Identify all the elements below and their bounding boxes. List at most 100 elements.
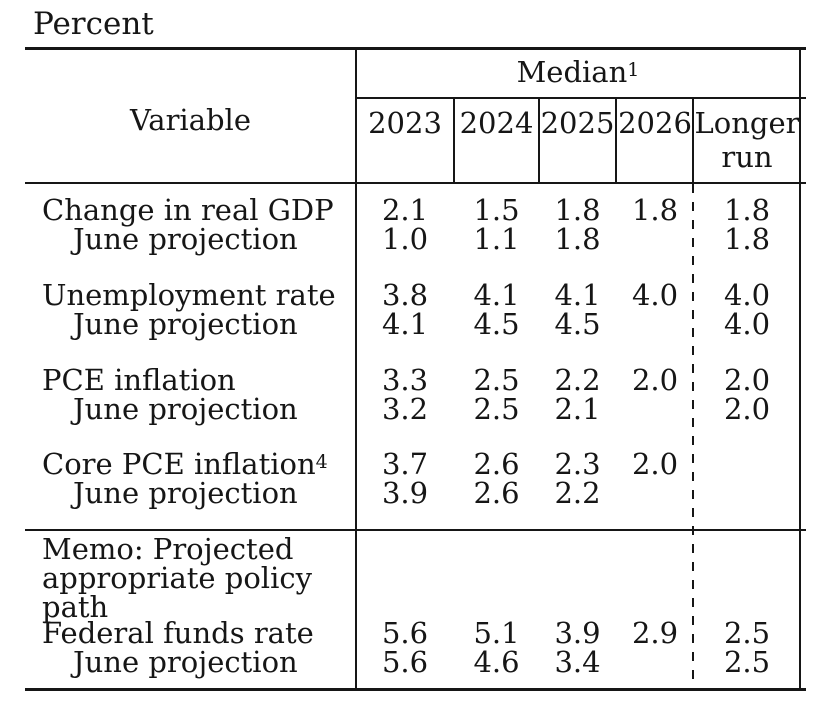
row-label: June projection [73, 645, 298, 679]
cell-2023: 3.2 [381, 392, 429, 426]
variable-column-header: Variable [130, 103, 251, 137]
table-row-core-pce-inflation-june: June projection 3.9 2.6 2.2 [25, 479, 800, 508]
cell-2023: 4.1 [381, 307, 429, 341]
cell-2025: 3.4 [554, 645, 601, 679]
cell-2023: 3.7 [381, 447, 429, 481]
table-right-border [799, 47, 801, 691]
memo-label-line1: Memo: Projected [42, 532, 294, 566]
header-divider-2025-2026 [615, 97, 617, 184]
cell-2024: 2.6 [473, 476, 520, 510]
cell-2023: 1.0 [381, 222, 429, 256]
cell-2025: 2.1 [554, 392, 601, 426]
median-underline-rule [355, 97, 806, 99]
table-row-unemployment-june: June projection 4.1 4.5 4.5 4.0 [25, 310, 800, 339]
cell-2026: 1.8 [631, 193, 679, 227]
cell-2024: 4.6 [473, 645, 520, 679]
cell-longer-run [694, 479, 800, 508]
cell-2025: 4.1 [554, 278, 601, 312]
cell-longer-run: 4.0 [723, 307, 771, 341]
header-bottom-rule [25, 182, 806, 184]
cell-2025: 2.3 [554, 447, 601, 481]
cell-longer-run: 2.0 [723, 392, 771, 426]
cell-longer-run: 1.8 [723, 222, 771, 256]
table-row-pce-inflation-june: June projection 3.2 2.5 2.1 2.0 [25, 395, 800, 424]
row-label: Change in real GDP [42, 193, 334, 227]
cell-2026 [616, 479, 694, 508]
variable-column-divider [355, 47, 357, 691]
row-label: Core PCE inflation4 [42, 447, 328, 481]
cell-longer-run: 1.8 [723, 193, 771, 227]
table-row-federal-funds-rate-june: June projection 5.6 4.6 3.4 2.5 [25, 648, 800, 677]
table-top-rule [25, 47, 806, 50]
cell-2025: 3.9 [554, 616, 601, 650]
cell-2024: 4.1 [473, 278, 520, 312]
cell-2026 [616, 310, 694, 339]
cell-2026 [616, 225, 694, 254]
memo-section: Memo: Projected appropriate policy path … [25, 531, 800, 677]
cell-2024: 1.5 [473, 193, 520, 227]
cell-longer-run: 4.0 [723, 278, 771, 312]
cell-2023: 2.1 [381, 193, 429, 227]
row-label: June projection [73, 307, 298, 341]
column-header-longer-run: Longer run [694, 106, 800, 174]
cell-2026 [616, 648, 694, 677]
cell-2024: 1.1 [473, 222, 520, 256]
cell-2026: 2.0 [631, 363, 679, 397]
cell-2026: 4.0 [631, 278, 679, 312]
cell-2023: 3.8 [381, 278, 429, 312]
cell-2024: 4.5 [473, 307, 520, 341]
table-row-core-pce-inflation: Core PCE inflation4 3.7 2.6 2.3 2.0 [25, 450, 800, 479]
cell-2023: 5.6 [381, 645, 429, 679]
cell-2025: 1.8 [554, 193, 601, 227]
cell-2023: 3.3 [381, 363, 429, 397]
column-header-2025: 2025 [540, 106, 615, 140]
header-divider-2023-2024 [453, 97, 455, 184]
cell-2024: 2.5 [473, 392, 520, 426]
cell-2024: 2.6 [473, 447, 520, 481]
row-label: Federal funds rate [42, 616, 314, 650]
cell-2023: 3.9 [381, 476, 429, 510]
memo-separator-rule [25, 529, 806, 531]
column-header-2023: 2023 [368, 106, 442, 140]
cell-2023: 5.6 [381, 616, 429, 650]
cell-2024: 2.5 [473, 363, 520, 397]
cell-longer-run: 2.5 [723, 616, 771, 650]
cell-longer-run: 2.5 [723, 645, 771, 679]
row-label: June projection [73, 222, 298, 256]
column-header-2024: 2024 [459, 106, 534, 140]
percent-label: Percent [33, 6, 154, 42]
memo-label-line2: appropriate policy path [42, 561, 312, 624]
longer-run-dashed-divider [692, 184, 694, 688]
cell-2026 [616, 395, 694, 424]
table-body: Change in real GDP 2.1 1.5 1.8 1.8 1.8 J… [25, 184, 800, 508]
row-group-gap [25, 339, 800, 366]
cell-2025: 4.5 [554, 307, 601, 341]
row-label: PCE inflation [42, 363, 236, 397]
superscript: 4 [315, 451, 328, 473]
superscript: 1 [627, 59, 640, 81]
cell-2025: 1.8 [554, 222, 601, 256]
header-divider-2026-longer-run [692, 97, 694, 184]
row-label: June projection [73, 392, 298, 426]
table-row-gdp: Change in real GDP 2.1 1.5 1.8 1.8 1.8 [25, 196, 800, 225]
table-bottom-rule [25, 688, 806, 691]
cell-2024: 5.1 [473, 616, 520, 650]
row-label: Unemployment rate [42, 278, 336, 312]
row-group-gap [25, 254, 800, 281]
table-row-unemployment: Unemployment rate 3.8 4.1 4.1 4.0 4.0 [25, 281, 800, 310]
header-divider-2024-2025 [538, 97, 540, 184]
column-header-2026: 2026 [618, 106, 692, 140]
cell-2025: 2.2 [554, 363, 601, 397]
table-row-federal-funds-rate: Federal funds rate 5.6 5.1 3.9 2.9 2.5 [25, 619, 800, 648]
year-header-row: 2023 2024 2025 2026 Longer run [356, 108, 800, 172]
row-label: June projection [73, 476, 298, 510]
table-row-gdp-june: June projection 1.0 1.1 1.8 1.8 [25, 225, 800, 254]
median-group-header: Median1 [516, 55, 640, 89]
table-row-pce-inflation: PCE inflation 3.3 2.5 2.2 2.0 2.0 [25, 366, 800, 395]
cell-longer-run [694, 450, 800, 479]
cell-longer-run: 2.0 [723, 363, 771, 397]
cell-2025: 2.2 [554, 476, 601, 510]
cell-2026: 2.9 [631, 616, 679, 650]
cell-2026: 2.0 [631, 447, 679, 481]
